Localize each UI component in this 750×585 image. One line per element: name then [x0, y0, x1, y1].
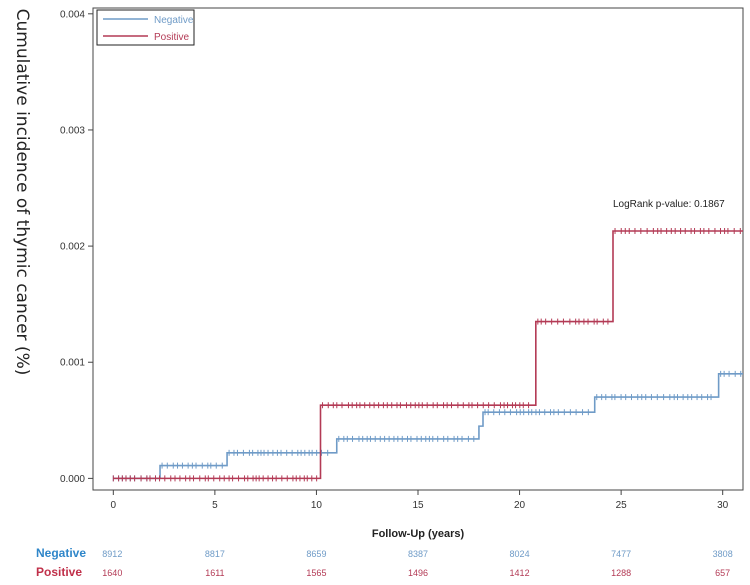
- risk-value-negative: 7477: [611, 549, 631, 559]
- risk-value-negative: 3808: [713, 549, 733, 559]
- risk-value-negative: 8912: [102, 549, 122, 559]
- y-axis-label: Cumulative incidence of thymic cancer (%…: [12, 9, 32, 376]
- y-tick-label: 0.004: [60, 9, 85, 20]
- risk-row-label-positive: Positive: [36, 565, 82, 579]
- risk-value-positive: 1565: [306, 568, 326, 578]
- risk-value-positive: 657: [715, 568, 730, 578]
- x-tick-label: 10: [311, 500, 323, 511]
- risk-value-positive: 1288: [611, 568, 631, 578]
- censor-marks-positive: [112, 227, 741, 482]
- x-tick-label: 15: [412, 500, 424, 511]
- y-tick-label: 0.002: [60, 242, 85, 253]
- x-tick-label: 25: [616, 500, 628, 511]
- censor-marks-negative: [112, 370, 742, 482]
- x-axis: 0 5 10 15 20 25 30: [111, 490, 729, 511]
- y-tick-label: 0.000: [60, 474, 85, 485]
- legend-label-negative: Negative: [154, 15, 194, 26]
- risk-table: Negative Positive 8912 8817 8659 8387 8024 74…: [36, 546, 733, 579]
- risk-value-negative: 8387: [408, 549, 428, 559]
- x-axis-label: Follow-Up (years): [372, 528, 465, 540]
- x-tick-label: 30: [717, 500, 729, 511]
- plot-frame: [92, 7, 744, 491]
- x-tick-label: 20: [514, 500, 526, 511]
- risk-value-positive: 1412: [510, 568, 530, 578]
- risk-value-negative: 8817: [205, 549, 225, 559]
- risk-values: 8912 8817 8659 8387 8024 7477 3808 1640 1611 1565…: [102, 549, 732, 578]
- x-tick-label: 0: [111, 500, 117, 511]
- legend: Negative Positive: [96, 9, 195, 46]
- risk-value-positive: 1496: [408, 568, 428, 578]
- logrank-annotation: LogRank p-value: 0.1867: [613, 199, 725, 210]
- x-tick-label: 5: [212, 500, 218, 511]
- series-line-negative: [113, 373, 743, 480]
- risk-row-label-negative: Negative: [36, 546, 86, 560]
- risk-value-negative: 8024: [510, 549, 530, 559]
- y-axis: 0.000 0.001 0.002 0.003 0.004: [60, 9, 93, 485]
- y-tick-label: 0.001: [60, 358, 85, 369]
- series-layer: [112, 227, 743, 482]
- y-tick-label: 0.003: [60, 125, 85, 136]
- legend-box: [96, 9, 195, 46]
- risk-value-positive: 1611: [205, 568, 224, 578]
- risk-value-positive: 1640: [102, 568, 122, 578]
- risk-value-negative: 8659: [306, 549, 326, 559]
- legend-label-positive: Positive: [154, 32, 189, 43]
- series-line-positive: [113, 230, 743, 480]
